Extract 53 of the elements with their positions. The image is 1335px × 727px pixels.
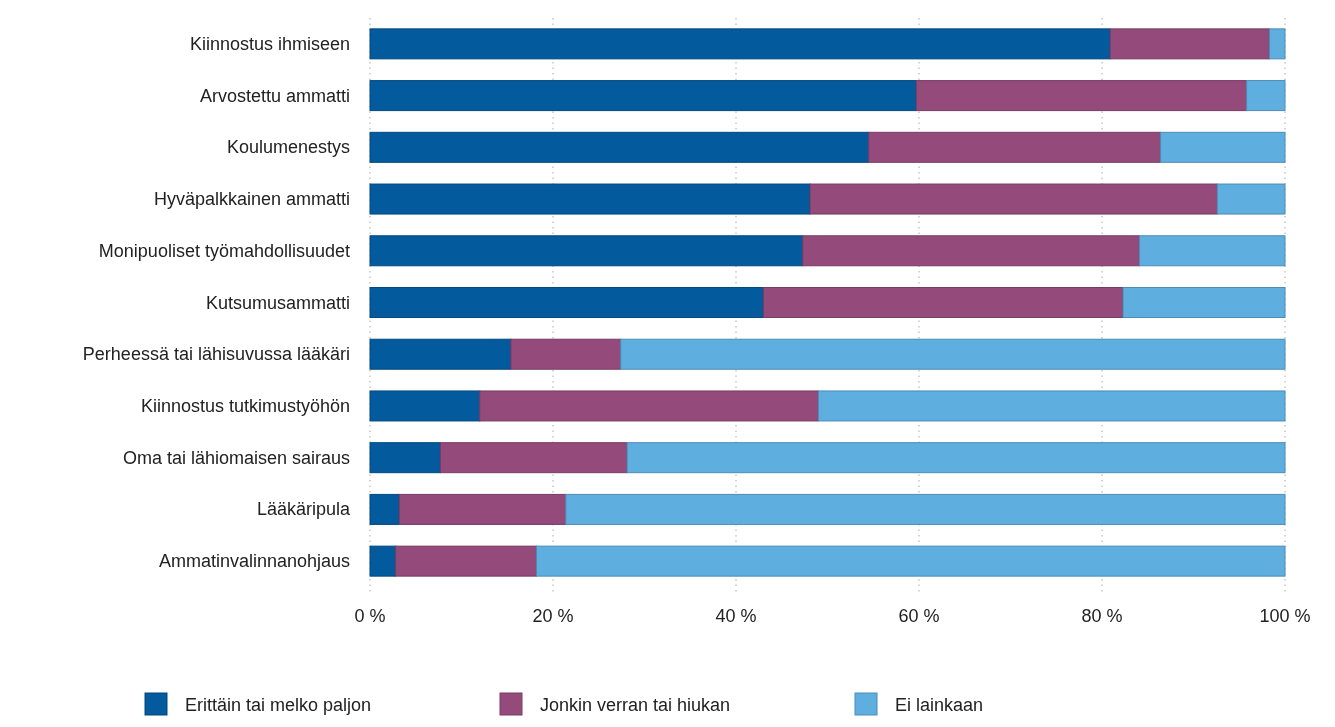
bar [369,442,441,474]
bar [565,493,1286,525]
bar [510,338,622,370]
y-tick-label: Monipuoliset työmahdollisuudet [98,240,350,261]
bar [369,493,400,525]
bar [1109,28,1270,60]
bar [868,131,1162,163]
x-tick-label: 80 % [1081,606,1123,626]
bar [1122,287,1286,318]
bar [479,390,819,422]
y-tick-label: Kiinnostus tutkimustyöhön [140,395,350,416]
bar [369,545,397,577]
y-tick-label: Ammatinvalinnanohjaus [158,551,350,572]
bar [817,390,1286,422]
bar [369,28,1111,60]
bar [626,442,1286,474]
bar [369,287,764,318]
bar [802,235,1141,267]
bar [1160,131,1286,163]
legend-label: Jonkin verran tai hiukan [540,695,731,715]
x-tick-label: 60 % [898,606,940,626]
bar [369,338,512,370]
bar [369,131,870,163]
bar [809,183,1218,215]
bar [369,390,481,422]
y-tick-label: Perheessä tai lähisuvussa lääkäri [82,344,350,365]
x-tick-label: 100 % [1259,606,1311,626]
bar [762,287,1124,318]
x-tick-label: 20 % [532,606,574,626]
bar [1246,80,1286,112]
y-tick-label: Lääkäripula [256,499,351,520]
y-tick-label: Koulumenestys [226,137,350,158]
bar [1139,235,1286,267]
x-tick-label: 40 % [715,606,757,626]
y-tick-label: Oma tai lähiomaisen sairaus [122,447,350,468]
bar [369,183,811,215]
bar [915,80,1248,112]
bar [369,235,804,267]
y-tick-label: Kutsumusammatti [205,292,350,313]
legend-label: Erittäin tai melko paljon [185,695,372,715]
bar [369,80,917,112]
bar [439,442,628,474]
bar [398,493,567,525]
y-tick-label: Arvostettu ammatti [199,85,350,106]
y-tick-label: Kiinnostus ihmiseen [189,33,350,54]
bar [1268,28,1286,60]
x-tick-label: 0 % [354,606,386,626]
bar [1216,183,1286,215]
bar [536,545,1286,577]
bar [395,545,538,577]
legend-label: Ei lainkaan [895,695,984,715]
y-tick-label: Hyväpalkkainen ammatti [153,189,350,210]
bar [620,338,1286,370]
